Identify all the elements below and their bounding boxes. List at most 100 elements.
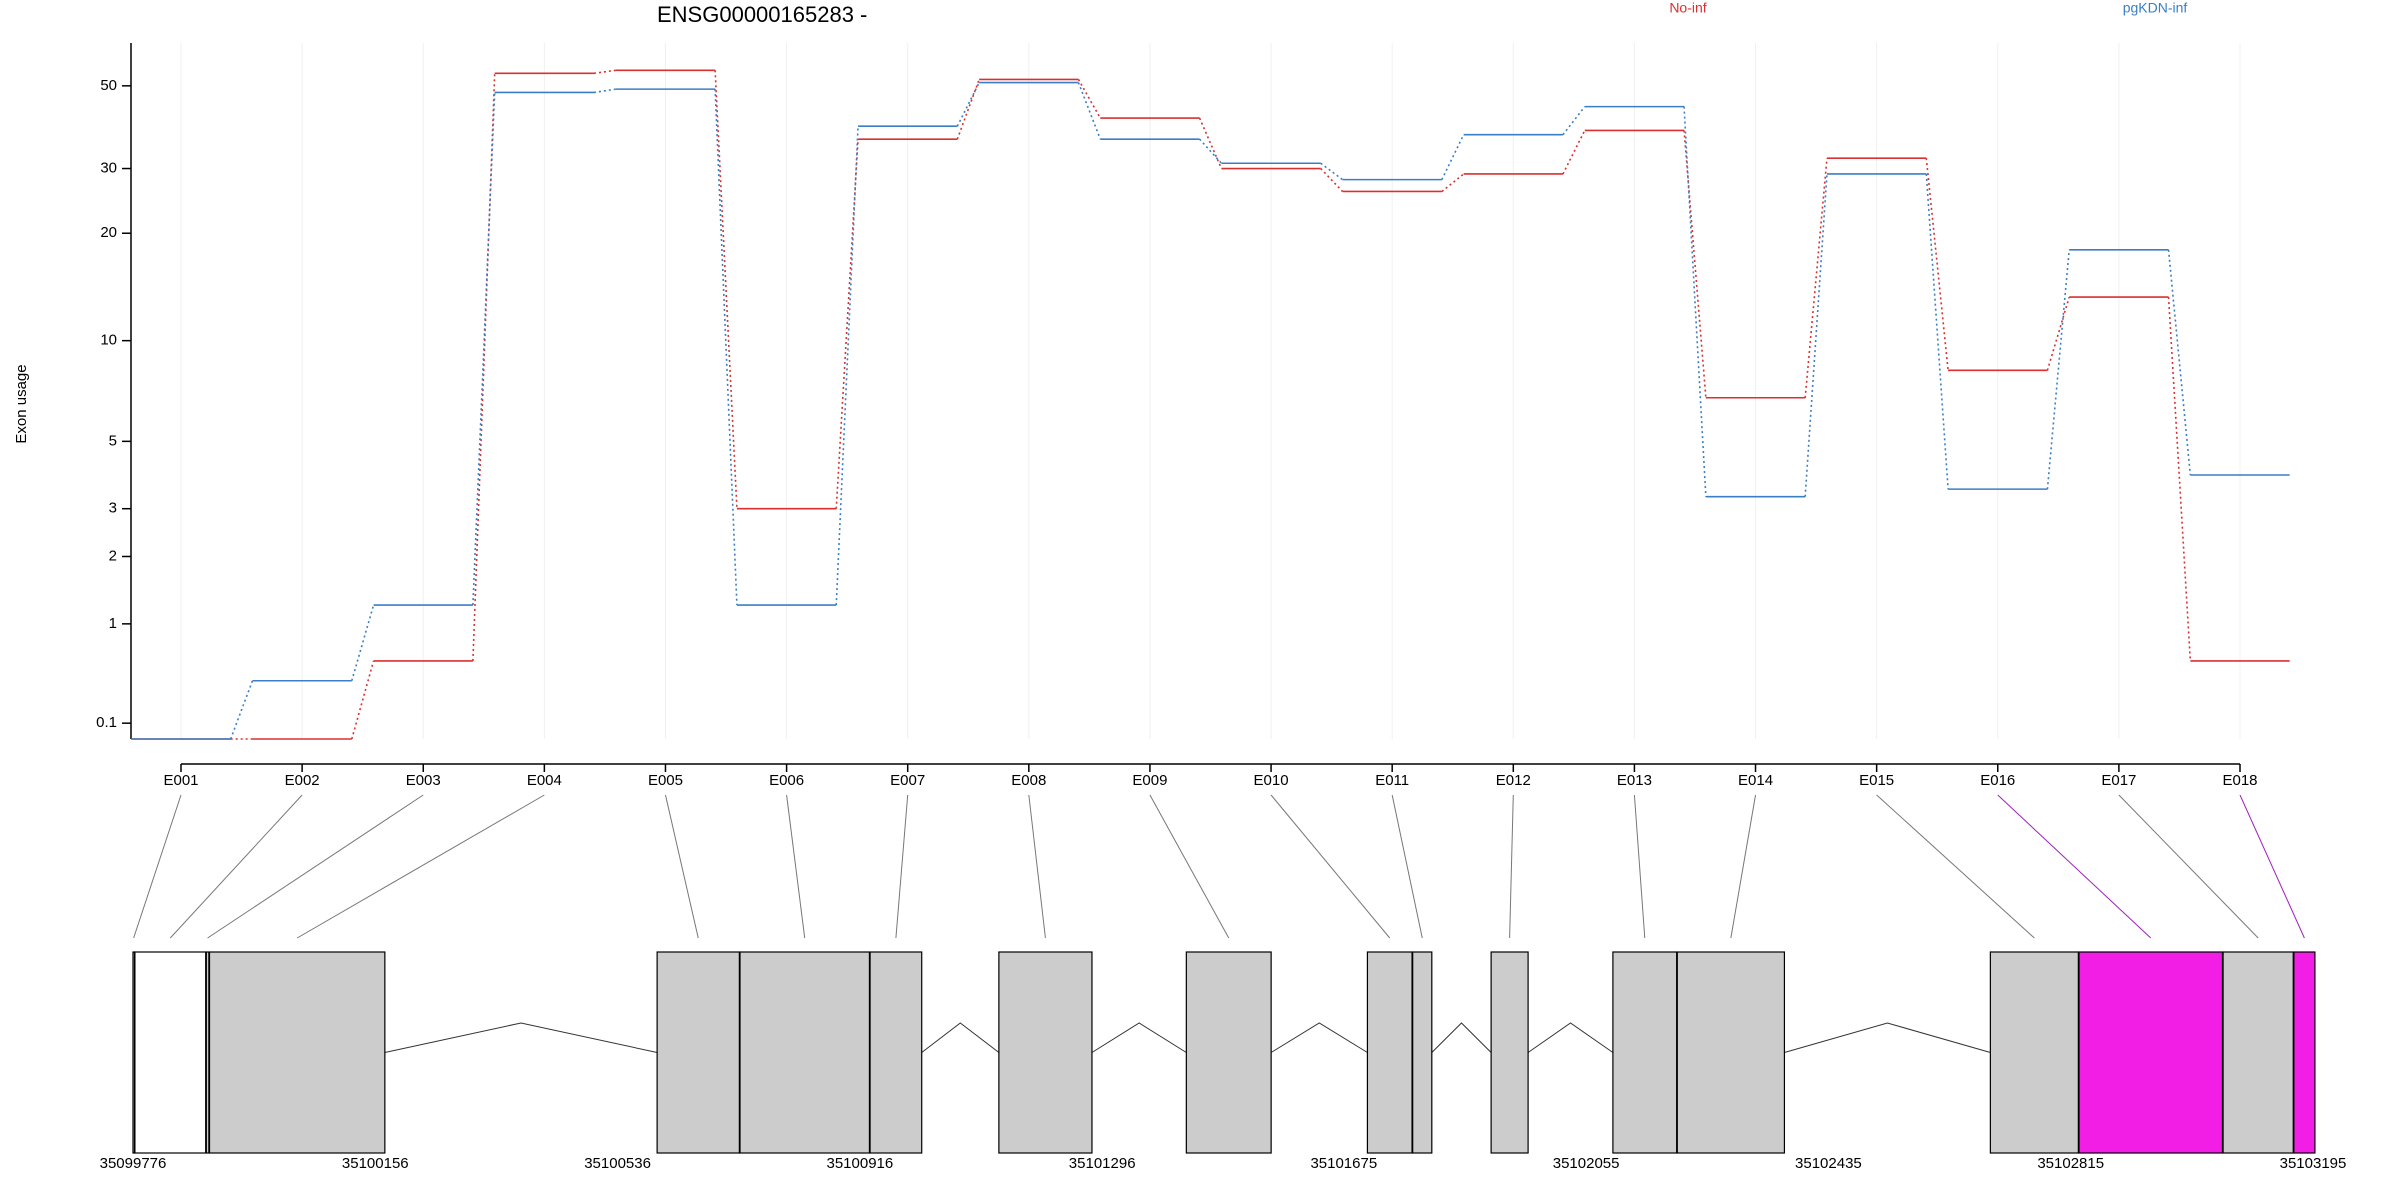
connector [1683, 130, 1707, 398]
y-tick-label: 5 [109, 432, 117, 449]
connector [1804, 158, 1828, 398]
connector [1320, 167, 1344, 193]
legend-entry: No-inf [1669, 0, 1706, 16]
connector [1198, 117, 1223, 169]
y-tick-label: 2 [109, 547, 117, 564]
connector [1077, 79, 1101, 119]
exon-connector [1876, 794, 2035, 939]
genomic-tick-label: 35101296 [1069, 1155, 1136, 1172]
connector [2046, 249, 2071, 490]
exon [1676, 951, 1786, 1154]
x-tick-label: E003 [406, 772, 441, 789]
x-tick-label: E014 [1738, 772, 1773, 789]
x-tick-label: E006 [769, 772, 804, 789]
genomic-tick-label: 35100916 [827, 1155, 894, 1172]
x-tick-label: E007 [890, 772, 925, 789]
x-tick-label: E011 [1375, 772, 1409, 789]
x-tick-label: E005 [648, 772, 683, 789]
genomic-tick-label: 35100156 [342, 1155, 409, 1172]
chart-title: ENSG00000165283 - [657, 2, 867, 27]
exon [739, 951, 871, 1154]
intron [1270, 1022, 1368, 1053]
connector [714, 70, 738, 509]
exon [134, 951, 207, 1154]
connector [1562, 130, 1586, 175]
connector [472, 73, 496, 661]
exon-connector [1028, 794, 1046, 939]
intron [1784, 1022, 1991, 1053]
y-tick-label: 10 [100, 332, 117, 349]
intron [1091, 1022, 1187, 1053]
y-tick-label: 50 [100, 77, 117, 94]
exon-connector [1509, 794, 1514, 939]
exon [1989, 951, 2079, 1154]
connector [714, 89, 738, 606]
exon-connector [2239, 794, 2305, 939]
exon [1490, 951, 1529, 1154]
genomic-tick-label: 35102435 [1795, 1155, 1862, 1172]
exon-connector [296, 794, 545, 939]
exon-connector [1270, 794, 1391, 939]
exon-connector [1391, 794, 1423, 939]
exon [208, 951, 386, 1154]
connector [1441, 134, 1465, 180]
connector [1562, 106, 1586, 136]
intron [921, 1022, 1000, 1053]
x-tick-label: E004 [527, 772, 562, 789]
exon [2078, 951, 2224, 1154]
exon-connector [133, 794, 182, 939]
connector [1683, 106, 1707, 497]
y-tick-label: 1 [109, 615, 117, 632]
connector [593, 88, 616, 94]
connector [2167, 297, 2192, 661]
exon [132, 951, 136, 1154]
x-tick-label: E008 [1011, 772, 1046, 789]
exon-connector [1730, 794, 1757, 939]
x-tick-label: E012 [1496, 772, 1531, 789]
genomic-tick-label: 35100536 [584, 1155, 651, 1172]
connector [1925, 158, 1949, 371]
y-axis-label: Exon usage [13, 364, 30, 443]
x-tick-label: E017 [2101, 772, 2136, 789]
connector [1320, 162, 1343, 181]
connector [1441, 173, 1465, 193]
intron [1527, 1022, 1614, 1053]
x-tick-label: E015 [1859, 772, 1894, 789]
x-tick-label: E009 [1132, 772, 1167, 789]
exon-connector [1633, 794, 1646, 939]
exon [205, 951, 210, 1154]
genomic-tick-label: 35102055 [1553, 1155, 1620, 1172]
exon [656, 951, 740, 1154]
exon [2293, 951, 2316, 1154]
exon [1366, 951, 1413, 1154]
exon-connector [786, 794, 806, 939]
exon [1612, 951, 1678, 1154]
connector [956, 79, 980, 140]
connector [1077, 82, 1102, 140]
exon-connector [207, 794, 424, 939]
genomic-tick-label: 35103195 [2280, 1155, 2347, 1172]
x-tick-label: E018 [2222, 772, 2257, 789]
exon [869, 951, 923, 1154]
x-tick-label: E002 [285, 772, 320, 789]
exon [998, 951, 1093, 1154]
y-tick-label: 3 [109, 500, 117, 517]
exon-connector [2118, 794, 2259, 939]
connector [1925, 173, 1949, 490]
exon-connector [1149, 794, 1230, 939]
connector [229, 680, 254, 740]
y-tick-label: 20 [100, 224, 117, 241]
connector [593, 69, 616, 75]
connector [1199, 138, 1222, 164]
connector [472, 92, 496, 606]
y-tick-label: 0.1 [96, 714, 117, 731]
exon [1412, 951, 1433, 1154]
genomic-tick-label: 35102815 [2037, 1155, 2104, 1172]
x-tick-label: E010 [1254, 772, 1289, 789]
connector [351, 604, 375, 681]
exon [1185, 951, 1272, 1154]
exon-connector [169, 794, 303, 939]
exon [2222, 951, 2294, 1154]
exon-connector [895, 794, 909, 939]
x-tick-label: E001 [163, 772, 198, 789]
